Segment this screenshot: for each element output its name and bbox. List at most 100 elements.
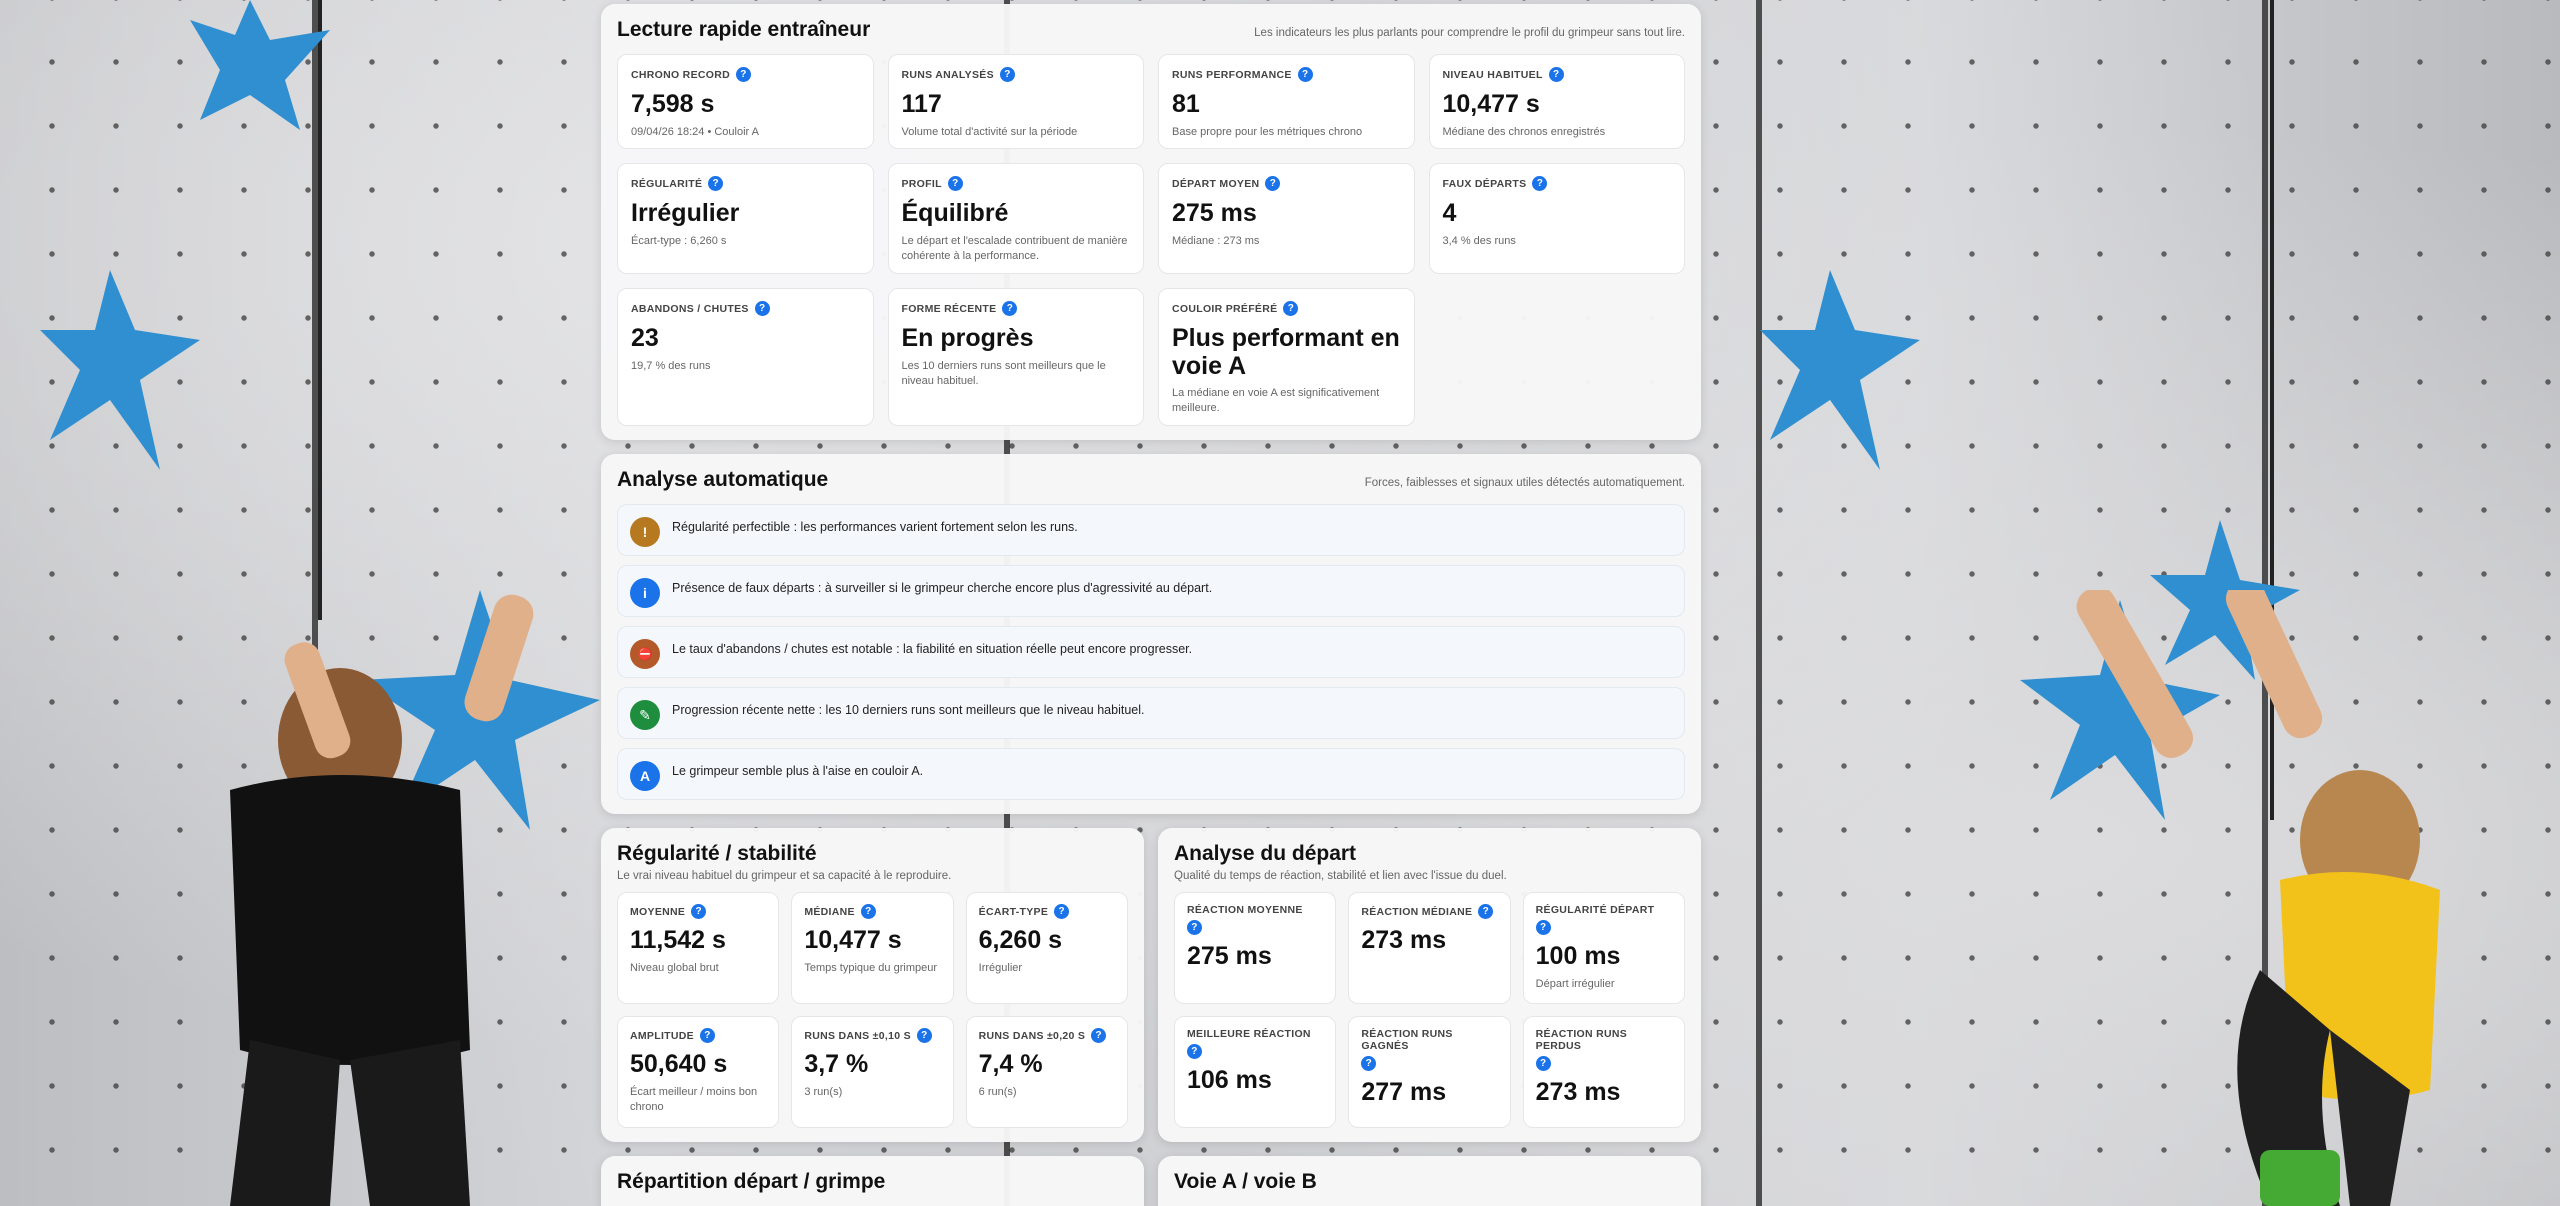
analysis-text: Progression récente nette : les 10 derni… (672, 703, 1145, 717)
card-label: RÉACTION RUNS GAGNÉS (1361, 1028, 1453, 1052)
card-label: PROFIL (901, 177, 942, 190)
card-value: 81 (1172, 90, 1200, 118)
card-label: FAUX DÉPARTS (1442, 177, 1527, 190)
analysis-text: Le taux d'abandons / chutes est notable … (672, 642, 1193, 656)
card-note: Les 10 derniers runs sont meilleurs que … (901, 359, 1106, 387)
card-faux-departs: FAUX DÉPARTS? 4 3,4 % des runs (1428, 163, 1685, 274)
card-profil: PROFIL? Équilibré Le départ et l'escalad… (887, 163, 1144, 274)
help-icon[interactable]: ? (1548, 67, 1564, 82)
card-value: Équilibré (901, 199, 1009, 227)
help-icon[interactable]: ? (1535, 920, 1551, 935)
bottom-row: Répartition départ / grimpe Voie A / voi… (601, 1156, 1701, 1206)
card-note: 09/04/26 18:24 • Couloir A (631, 125, 759, 138)
card-value: 7,598 s (631, 90, 715, 118)
card-regularite: RÉGULARITÉ? Irrégulier Écart-type : 6,26… (617, 163, 874, 274)
analysis-text: Le grimpeur semble plus à l'aise en coul… (672, 764, 924, 778)
card-note: Écart-type : 6,260 s (631, 234, 727, 247)
climber-boy-black-shirt (230, 594, 534, 1206)
climbing-hold (190, 0, 330, 130)
analysis-item: ! Régularité perfectible : les performan… (617, 504, 1685, 556)
help-icon[interactable]: ? (1265, 176, 1281, 191)
help-icon[interactable]: ? (1187, 1044, 1202, 1059)
panel-subtitle: Forces, faiblesses et signaux utiles dét… (1364, 477, 1685, 489)
help-icon[interactable]: ? (1297, 67, 1313, 82)
card-runs-analyses: RUNS ANALYSÉS? 117 Volume total d'activi… (887, 54, 1144, 149)
help-icon[interactable]: ? (691, 904, 707, 919)
climber-boy-yellow-shirt (2076, 590, 2440, 1206)
card-note: Médiane des chronos enregistrés (1442, 125, 1606, 138)
panel-title: Répartition départ / grimpe (617, 1170, 886, 1193)
info-icon: i (630, 578, 660, 608)
card-note: Temps typique du grimpeur (804, 961, 938, 974)
panel-title: Analyse automatique (617, 468, 829, 491)
card-label: COULOIR PRÉFÉRÉ (1172, 302, 1278, 315)
card-runs-performance: RUNS PERFORMANCE? 81 Base propre pour le… (1158, 54, 1415, 149)
split-panel: Répartition départ / grimpe (601, 1156, 1144, 1206)
wall-seam (312, 0, 318, 1206)
card-label: RUNS DANS ±0,20 S (978, 1029, 1086, 1042)
dashboard: Lecture rapide entraîneur Les indicateur… (601, 4, 1701, 1206)
card-value: 50,640 s (630, 1050, 728, 1078)
card-value: 117 (901, 90, 942, 118)
start-analysis-panel: Analyse du départ Qualité du temps de ré… (1158, 828, 1701, 1142)
help-icon[interactable]: ? (1535, 1056, 1551, 1071)
climbing-hold (2020, 600, 2220, 820)
help-icon[interactable]: ? (1532, 176, 1548, 191)
card-label: RÉACTION MÉDIANE (1361, 905, 1473, 918)
help-icon[interactable]: ? (1283, 301, 1299, 316)
panel-subtitle: Les indicateurs les plus parlants pour c… (1254, 27, 1685, 39)
analysis-item: A Le grimpeur semble plus à l'aise en co… (617, 748, 1685, 800)
help-icon[interactable]: ? (916, 1028, 932, 1043)
help-icon[interactable]: ? (735, 67, 751, 82)
help-icon[interactable]: ? (754, 301, 770, 316)
card-note: 6 run(s) (978, 1085, 1017, 1098)
help-icon[interactable]: ? (1054, 904, 1070, 919)
warning-icon: ! (630, 517, 660, 547)
help-icon[interactable]: ? (947, 176, 963, 191)
card-note: 3 run(s) (804, 1085, 843, 1098)
card-runs-020: RUNS DANS ±0,20 S? 7,4 % 6 run(s) (965, 1016, 1128, 1128)
help-icon[interactable]: ? (860, 904, 876, 919)
card-note: Le départ et l'escalade contribuent de m… (901, 234, 1128, 262)
card-value: 10,477 s (1442, 90, 1540, 118)
card-label: CHRONO RECORD (631, 68, 730, 81)
regularity-panel: Régularité / stabilité Le vrai niveau ha… (601, 828, 1144, 1142)
help-icon[interactable]: ? (999, 67, 1015, 82)
card-reaction-moyenne: RÉACTION MOYENNE? 275 ms (1174, 892, 1337, 1004)
card-value: 10,477 s (804, 926, 902, 954)
card-value: 275 ms (1172, 199, 1257, 227)
panel-description: Qualité du temps de réaction, stabilité … (1174, 870, 1507, 882)
analysis-list: ! Régularité perfectible : les performan… (617, 504, 1685, 800)
card-value: 23 (631, 324, 659, 352)
stop-icon: ⛔ (630, 639, 660, 669)
card-label: AMPLITUDE (630, 1029, 694, 1042)
card-note: Base propre pour les métriques chrono (1172, 125, 1363, 138)
analysis-text: Régularité perfectible : les performance… (672, 520, 1078, 534)
card-abandons-chutes: ABANDONS / CHUTES? 23 19,7 % des runs (617, 288, 874, 426)
card-value: 277 ms (1361, 1078, 1447, 1106)
card-label: RÉACTION MOYENNE (1187, 904, 1303, 916)
auto-analysis-panel: Analyse automatique Forces, faiblesses e… (601, 454, 1701, 814)
card-value: 100 ms (1535, 942, 1621, 970)
help-icon[interactable]: ? (708, 176, 724, 191)
help-icon[interactable]: ? (1091, 1028, 1107, 1043)
card-label: MÉDIANE (804, 905, 855, 918)
climbing-hold (40, 270, 200, 470)
help-icon[interactable]: ? (1361, 1056, 1377, 1071)
card-value: 11,542 s (630, 926, 726, 954)
progress-icon: ✎ (630, 700, 660, 730)
help-icon[interactable]: ? (1478, 904, 1494, 919)
card-amplitude: AMPLITUDE? 50,640 s Écart meilleur / moi… (617, 1016, 780, 1128)
card-value: 273 ms (1535, 1078, 1621, 1106)
card-note: La médiane en voie A est significativeme… (1172, 387, 1380, 415)
card-label: ÉCART-TYPE (978, 905, 1049, 918)
help-icon[interactable]: ? (1187, 920, 1202, 935)
analysis-item: i Présence de faux départs : à surveille… (617, 565, 1685, 617)
card-label: RUNS ANALYSÉS (901, 68, 994, 81)
help-icon[interactable]: ? (1002, 301, 1018, 316)
card-meilleure-reaction: MEILLEURE RÉACTION? 106 ms (1174, 1016, 1337, 1128)
help-icon[interactable]: ? (699, 1028, 715, 1043)
card-note: Niveau global brut (630, 961, 719, 974)
card-value: 275 ms (1187, 942, 1272, 970)
card-label: DÉPART MOYEN (1172, 177, 1260, 190)
